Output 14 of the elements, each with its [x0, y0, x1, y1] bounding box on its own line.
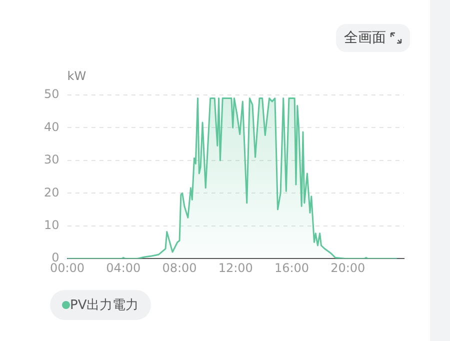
y-tick-label: 40 [44, 120, 60, 134]
legend-label: PV出力電力 [70, 298, 139, 313]
text: 全画面 [344, 29, 386, 47]
x-tick-label: 00:00 [50, 260, 85, 275]
y-tick-label: 50 [44, 87, 60, 102]
y-tick-label: 20 [44, 185, 60, 200]
y-axis-title: kW [67, 69, 86, 84]
x-tick-label: 04:00 [106, 260, 141, 275]
x-tick-label: 12:00 [218, 260, 253, 275]
y-tick-label: 30 [44, 152, 60, 167]
x-tick-label: 16:00 [274, 260, 310, 275]
x-tick-label: 08:00 [162, 260, 197, 275]
x-tick-label: 20:00 [330, 260, 366, 275]
y-tick-label: 10 [44, 218, 60, 232]
